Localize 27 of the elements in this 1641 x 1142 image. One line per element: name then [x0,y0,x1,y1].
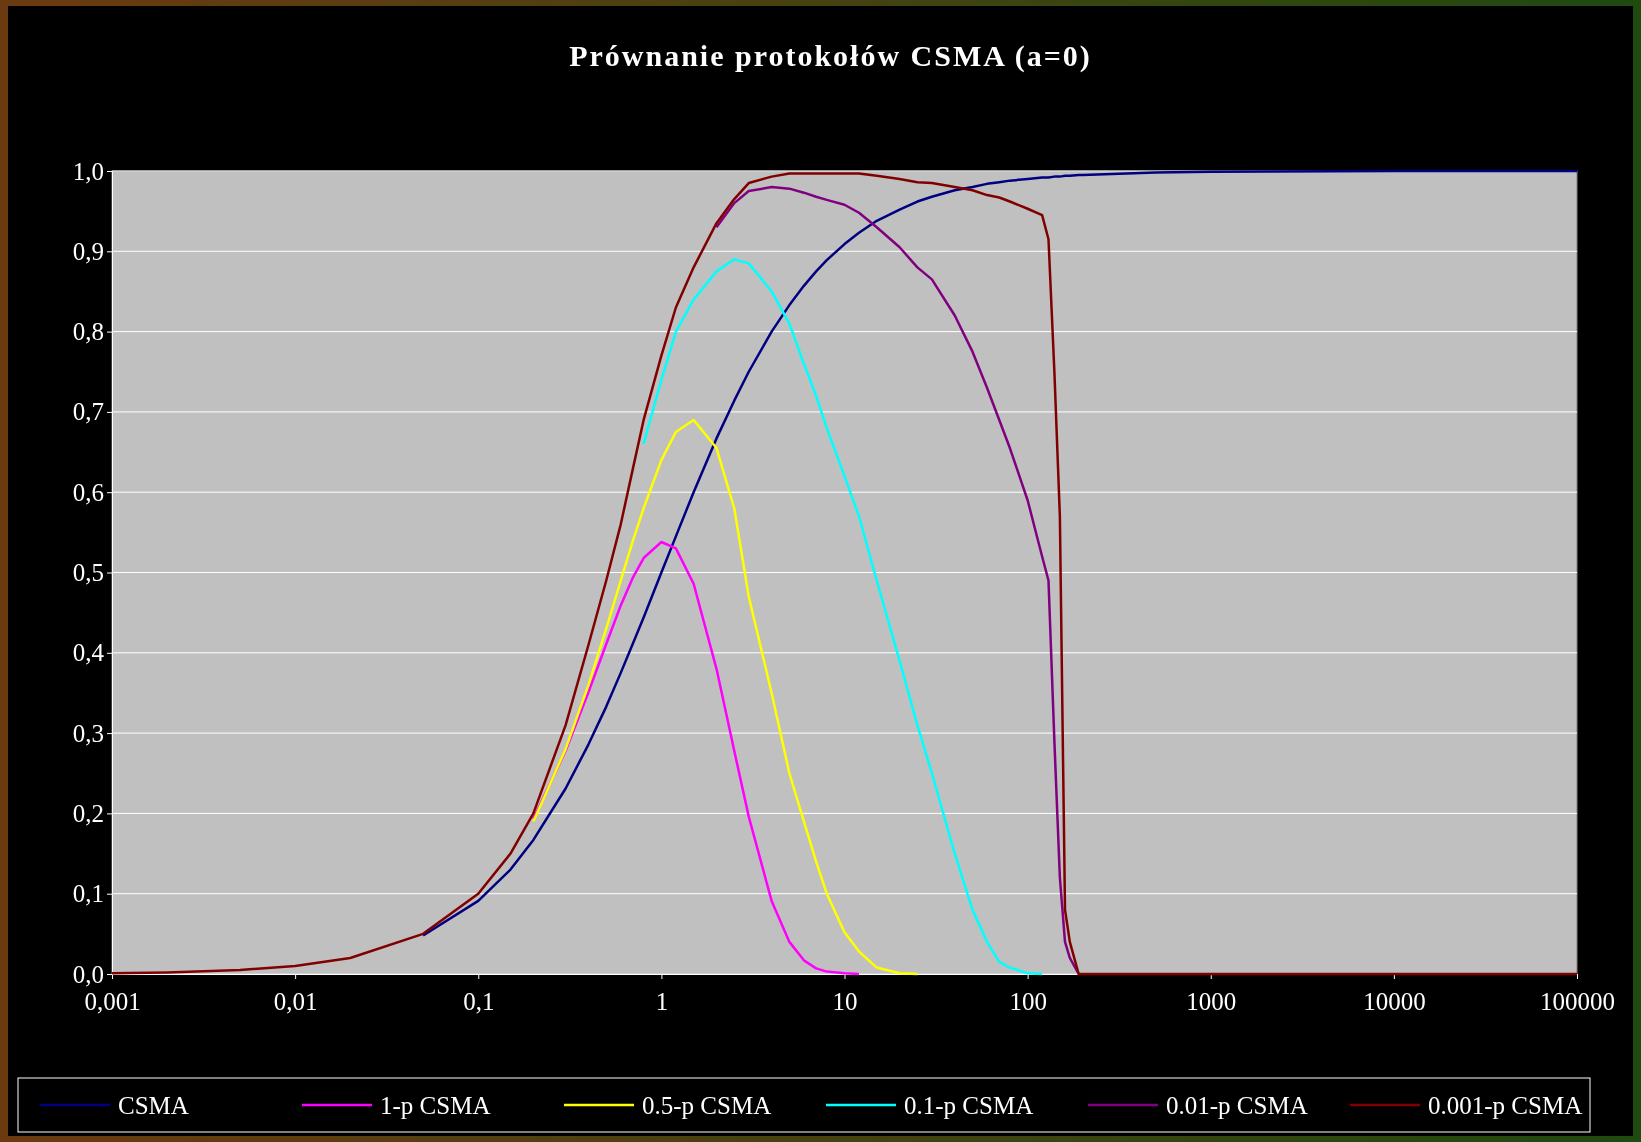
y-tick-label: 0,1 [72,880,104,908]
x-tick-label: 0,01 [273,987,318,1015]
y-tick-label: 0,0 [72,960,104,988]
x-tick-label: 1000 [1186,987,1237,1015]
x-tick-label: 1 [655,987,669,1015]
x-tick-label: 10000 [1363,987,1426,1015]
legend-label: 0.5-p CSMA [642,1092,772,1119]
legend-label: 1-p CSMA [380,1092,491,1119]
legend-label: CSMA [118,1092,189,1119]
x-tick-label: 10 [832,987,858,1015]
x-tick-label: 0,1 [463,987,495,1015]
chart-title: Prównanie protokołów CSMA (a=0) [569,39,1092,73]
y-tick-label: 0,5 [72,559,104,586]
legend-label: 0.01-p CSMA [1166,1092,1308,1119]
y-tick-label: 0,9 [72,237,104,265]
legend-label: 0.001-p CSMA [1428,1092,1583,1119]
y-tick-label: 0,8 [72,318,104,346]
x-tick-label: 100 [1009,987,1047,1015]
y-tick-label: 0,6 [72,478,104,506]
x-tick-label: 100000 [1540,987,1615,1015]
x-tick-label: 0,001 [84,987,141,1015]
y-tick-label: 0,2 [72,799,104,827]
y-tick-label: 0,4 [72,639,105,667]
legend-label: 0.1-p CSMA [904,1092,1034,1119]
y-tick-label: 0,3 [72,719,104,747]
y-tick-label: 1,0 [72,157,104,185]
y-tick-label: 0,7 [72,398,104,426]
